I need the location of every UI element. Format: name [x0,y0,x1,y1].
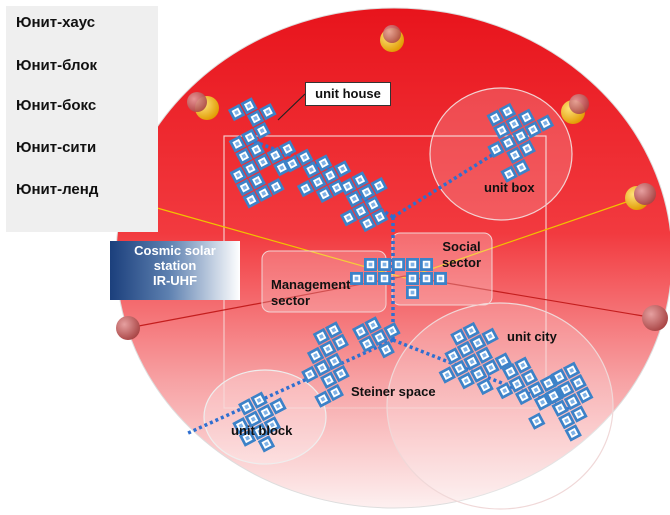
unit-house-callout: unit house [305,82,391,106]
legend-panel: Юнит-хаус Юнит-блок Юнит-бокс Юнит-сити … [6,6,158,232]
module-unit [420,258,433,271]
social-sector-line-2: sector [442,255,482,270]
module-unit [378,272,391,285]
management-sector-line-2: sector [271,293,311,308]
unit-city-zone [386,302,614,510]
unit-box-label: unit box [484,180,535,195]
module-unit [364,272,377,285]
legend-item-unit-box: Юнит-бокс [16,97,97,114]
module-unit [378,258,391,271]
module-unit [392,258,405,271]
steiner-space-label: Steiner space [351,384,436,399]
cosmic-station-line-3: IR-UHF [152,273,198,288]
module-unit [364,258,377,271]
module-unit [406,258,419,271]
unit-block-label: unit block [231,423,293,438]
management-sector-label: Management sector [271,277,350,309]
social-sector-line-1: Social [442,239,481,254]
management-sector-line-1: Management [271,277,351,292]
module-unit [406,286,419,299]
cosmic-station-box: Cosmic solar station IR-UHF [110,241,240,300]
module-unit [420,272,433,285]
module-unit [434,272,447,285]
unit-house-leader [277,93,306,121]
legend-item-unit-house: Юнит-хаус [16,14,96,31]
unit-city-label: unit city [507,329,557,344]
social-sector-label: Social sector [442,239,481,271]
legend-item-unit-city: Юнит-сити [16,139,97,156]
light-beams [127,197,656,329]
module-unit [406,272,419,285]
legend-item-unit-block: Юнит-блок [16,57,97,74]
cosmic-station-line-2: station [153,258,197,273]
cosmic-station-line-1: Cosmic solar [134,243,216,258]
legend-item-unit-land: Юнит-ленд [16,181,99,198]
module-unit [350,272,363,285]
